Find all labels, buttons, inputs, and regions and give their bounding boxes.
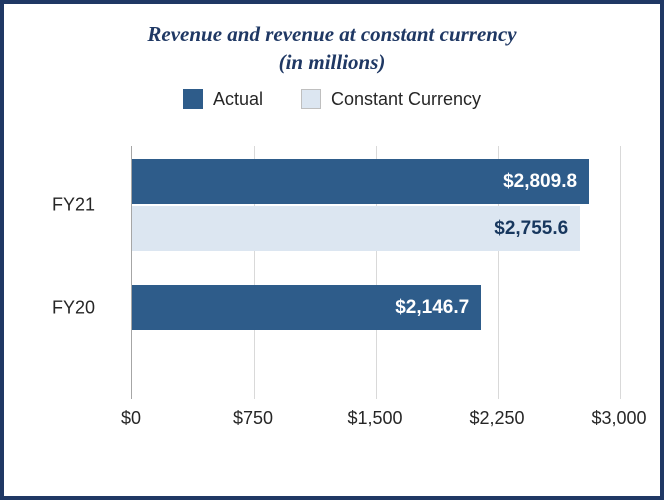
- plot-area: $2,809.8 $2,755.6 $2,146.7: [131, 146, 621, 399]
- chart-legend: Actual Constant Currency: [4, 89, 660, 110]
- bar-value-label: $2,146.7: [395, 296, 470, 318]
- category-label-fy20: FY20: [51, 297, 95, 317]
- legend-label-actual: Actual: [212, 88, 263, 109]
- legend-swatch-constant-currency: [300, 89, 321, 110]
- x-axis-tick-label: $750: [232, 408, 274, 428]
- legend-item-constant-currency: Constant Currency: [300, 88, 482, 110]
- bar-fy21-actual: $2,809.8: [132, 159, 590, 204]
- bar-fy21-constant-currency: $2,755.6: [132, 206, 581, 251]
- bar-value-label: $2,809.8: [503, 170, 578, 192]
- bar-value-label: $2,755.6: [494, 217, 569, 239]
- chart-title: Revenue and revenue at constant currency…: [4, 20, 660, 77]
- legend-item-actual: Actual: [182, 88, 263, 110]
- gridline: [620, 146, 621, 399]
- chart-title-line1: Revenue and revenue at constant currency: [147, 22, 517, 46]
- gridline: [498, 146, 499, 399]
- y-axis-category-labels: FY21 FY20: [4, 146, 123, 399]
- x-axis-tick-label: $2,250: [469, 408, 525, 428]
- category-label-fy21: FY21: [51, 194, 95, 215]
- x-axis-tick-label: $3,000: [591, 408, 647, 428]
- x-axis-tick-labels: $0 $750 $1,500 $2,250 $3,000: [121, 408, 647, 434]
- gridline: [376, 146, 377, 399]
- x-axis-tick-label: $0: [120, 408, 142, 428]
- legend-swatch-actual: [182, 89, 203, 110]
- chart-title-line2: (in millions): [278, 50, 386, 75]
- bar-fy20-actual: $2,146.7: [132, 285, 482, 330]
- gridline: [254, 146, 255, 399]
- legend-label-constant-currency: Constant Currency: [330, 88, 482, 109]
- x-axis-tick-label: $1,500: [347, 408, 403, 428]
